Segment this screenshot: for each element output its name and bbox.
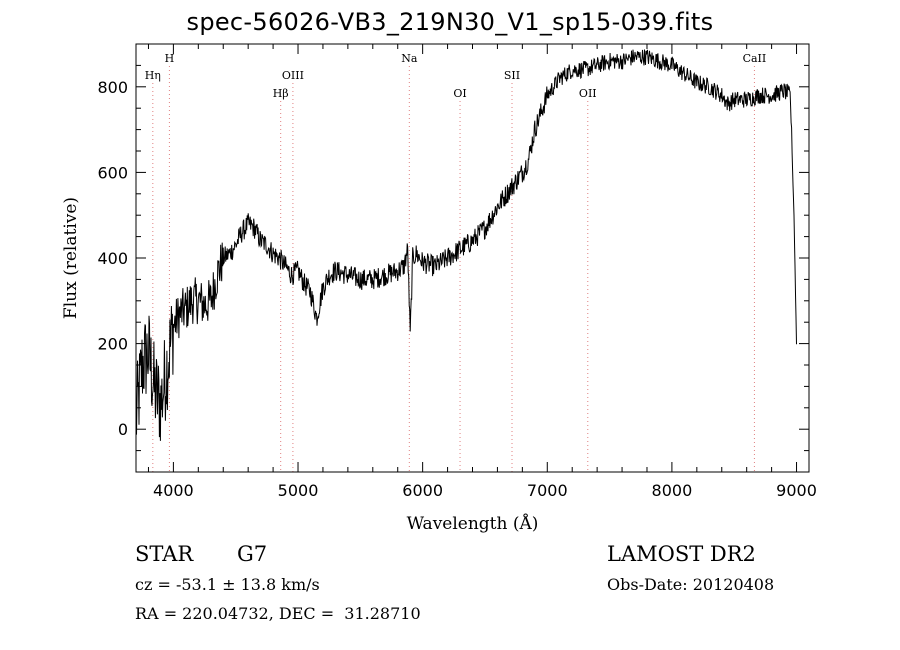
y-tick-label: 400	[97, 249, 128, 268]
redshift-text: cz = -53.1 ± 13.8 km/s	[135, 575, 320, 594]
line-marker-label: OIII	[282, 69, 304, 82]
line-marker-label: OII	[579, 87, 597, 100]
x-tick-label: 8000	[652, 481, 693, 500]
survey-name: LAMOST DR2	[607, 542, 756, 566]
line-marker-label: Na	[401, 52, 418, 65]
x-tick-label: 7000	[527, 481, 568, 500]
line-marker-label: Hη	[145, 69, 161, 82]
chart-title: spec-56026-VB3_219N30_V1_sp15-039.fits	[186, 8, 714, 36]
y-tick-label: 800	[97, 78, 128, 97]
x-tick-label: 6000	[402, 481, 443, 500]
x-axis-label: Wavelength (Å)	[407, 513, 539, 534]
axis-labels: 4000 5000 6000 7000 8000 9000 0 200 400 600 800 Wav…	[61, 78, 817, 534]
y-tick-label: 600	[97, 163, 128, 182]
object-subclass: G7	[237, 542, 268, 566]
coordinates: RA = 220.04732, DEC = 31.28710	[135, 604, 421, 623]
x-tick-label: 5000	[278, 481, 319, 500]
line-marker-label: OI	[453, 87, 466, 100]
x-tick-label: 9000	[776, 481, 817, 500]
line-markers-layer: H Hη OIII Hβ Na OI SII OII CaII	[145, 52, 767, 472]
y-axis-label: Flux (relative)	[61, 197, 81, 319]
spectrum-line	[135, 49, 797, 441]
spectrum-layer	[135, 49, 797, 441]
object-class: STAR	[135, 542, 194, 566]
line-marker-label: Hβ	[273, 87, 289, 100]
line-marker-label: SII	[504, 69, 520, 82]
axis-ticks	[136, 43, 809, 473]
plot-frame	[135, 43, 810, 473]
x-tick-label: 4000	[153, 481, 194, 500]
obs-date: Obs-Date: 20120408	[607, 575, 775, 594]
line-marker-label: H	[165, 52, 175, 65]
line-marker-label: CaII	[743, 52, 767, 65]
y-tick-label: 0	[118, 420, 128, 439]
y-tick-label: 200	[97, 335, 128, 354]
